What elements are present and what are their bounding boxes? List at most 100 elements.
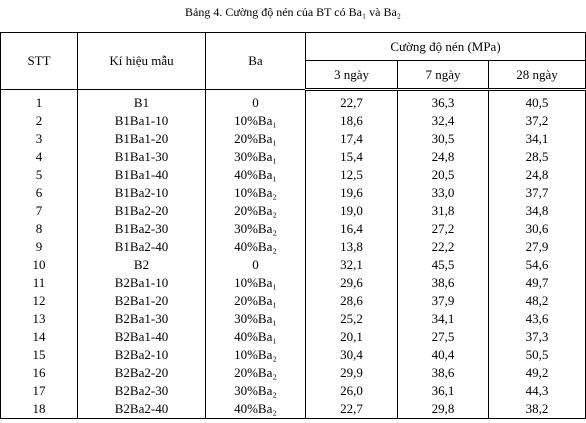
- table-cell: B1Ba1-10: [77, 112, 206, 130]
- table-cell: 30%Ba₂: [205, 382, 306, 400]
- table-row: 8 B1Ba2-30 30%Ba₂ 16,4 27,2 30,6: [0, 220, 586, 238]
- table-cell: 38,6: [397, 274, 489, 292]
- table-cell: 5: [0, 166, 78, 184]
- table-row: 6 B1Ba2-10 10%Ba₂ 19,6 33,0 37,7: [0, 184, 586, 202]
- table-cell: 40%Ba₁: [205, 328, 306, 346]
- table-cell: 36,3: [397, 89, 489, 112]
- table-cell: 20,1: [305, 328, 398, 346]
- table-cell: B1Ba2-30: [77, 220, 206, 238]
- table-cell: 45,5: [397, 256, 489, 274]
- table-row: 9 B1Ba2-40 40%Ba₂ 13,8 22,2 27,9: [0, 238, 586, 256]
- table-cell: 49,7: [487, 274, 586, 292]
- table-cell: 28,5: [487, 148, 586, 166]
- header-cell: Ba: [205, 32, 306, 90]
- table-cell: 17,4: [305, 130, 398, 148]
- table-cell: 10%Ba₂: [205, 346, 306, 364]
- table-cell: 10: [0, 256, 78, 274]
- table-row: 14 B2Ba1-40 40%Ba₁ 20,1 27,5 37,3: [0, 328, 586, 346]
- subheader-cell: 28 ngày: [487, 60, 586, 91]
- table-cell: 22,2: [397, 238, 489, 256]
- table-cell: 8: [0, 220, 78, 238]
- table-cell: 3: [0, 130, 78, 148]
- table: STT Kí hiệu mẫu Ba Cường độ nén (MPa) 3 …: [0, 32, 586, 419]
- table-cell: B1Ba1-20: [77, 130, 206, 148]
- table-cell: 34,1: [397, 310, 489, 328]
- table-cell: 20%Ba₂: [205, 364, 306, 382]
- table-cell: 29,9: [305, 364, 398, 382]
- table-cell: B1Ba2-10: [77, 184, 206, 202]
- table-cell: B1Ba1-40: [77, 166, 206, 184]
- table-cell: B2Ba1-10: [77, 274, 206, 292]
- header-row: STT Kí hiệu mẫu Ba Cường độ nén (MPa): [0, 32, 586, 90]
- table-cell: 40%Ba₂: [205, 238, 306, 256]
- table-cell: 32,1: [305, 256, 398, 274]
- table-body: 1 B1 0 22,7 36,3 40,5 2 B1Ba1-10 10%Ba₁ 18,6 32,4 3…: [0, 89, 586, 419]
- table-cell: 10%Ba₂: [205, 184, 306, 202]
- table-cell: 29,8: [397, 400, 489, 419]
- table-cell: 44,3: [487, 382, 586, 400]
- table-cell: 11: [0, 274, 78, 292]
- table-cell: 28,6: [305, 292, 398, 310]
- table-cell: 37,3: [487, 328, 586, 346]
- table-cell: B1Ba1-30: [77, 148, 206, 166]
- table-cell: 48,2: [487, 292, 586, 310]
- table-cell: 1: [0, 89, 78, 112]
- table-cell: B2Ba1-40: [77, 328, 206, 346]
- table-cell: 10%Ba₁: [205, 112, 306, 130]
- table-cell: 0: [205, 89, 306, 112]
- table-row: 10 B2 0 32,1 45,5 54,6: [0, 256, 586, 274]
- table-cell: 40,5: [487, 89, 586, 112]
- table-head: STT Kí hiệu mẫu Ba Cường độ nén (MPa) 3 …: [0, 32, 586, 91]
- table-cell: 13: [0, 310, 78, 328]
- table-row: 17 B2Ba2-30 30%Ba₂ 26,0 36,1 44,3: [0, 382, 586, 400]
- table-cell: 40,4: [397, 346, 489, 364]
- table-row: 15 B2Ba2-10 10%Ba₂ 30,4 40,4 50,5: [0, 346, 586, 364]
- table-cell: 15: [0, 346, 78, 364]
- table-cell: 27,5: [397, 328, 489, 346]
- subheader-cell: 7 ngày: [397, 60, 489, 91]
- table-cell: 30,5: [397, 130, 489, 148]
- table-row: 3 B1Ba1-20 20%Ba₁ 17,4 30,5 34,1: [0, 130, 586, 148]
- table-cell: B1: [77, 89, 206, 112]
- table-row: 11 B2Ba1-10 10%Ba₁ 29,6 38,6 49,7: [0, 274, 586, 292]
- table-cell: 27,2: [397, 220, 489, 238]
- table-cell: B2Ba1-30: [77, 310, 206, 328]
- table-cell: 20%Ba₂: [205, 202, 306, 220]
- table-cell: 33,0: [397, 184, 489, 202]
- table-cell: 40%Ba₁: [205, 166, 306, 184]
- table-cell: 30,4: [305, 346, 398, 364]
- table-cell: B2Ba2-20: [77, 364, 206, 382]
- table-cell: 36,1: [397, 382, 489, 400]
- table-cell: 30%Ba₂: [205, 220, 306, 238]
- table-cell: 50,5: [487, 346, 586, 364]
- table-cell: 34,1: [487, 130, 586, 148]
- table-cell: 12,5: [305, 166, 398, 184]
- table-cell: 20%Ba₁: [205, 130, 306, 148]
- table-caption: Bảng 4. Cường độ nén của BT có Ba₁ và Ba…: [185, 5, 401, 19]
- table-cell: 38,6: [397, 364, 489, 382]
- table-cell: 22,7: [305, 89, 398, 112]
- table-row: 18 B2Ba2-40 40%Ba₂ 22,7 29,8 38,2: [0, 400, 586, 419]
- table-row: 4 B1Ba1-30 30%Ba₁ 15,4 24,8 28,5: [0, 148, 586, 166]
- subheader-row: 3 ngày 7 ngày 28 ngày: [1, 60, 586, 91]
- subheader-cell: 3 ngày: [305, 60, 398, 91]
- table-cell: 4: [0, 148, 78, 166]
- table-cell: 40%Ba₂: [205, 400, 306, 419]
- table-cell: 20%Ba₁: [205, 292, 306, 310]
- table-cell: 37,2: [487, 112, 586, 130]
- table-cell: 14: [0, 328, 78, 346]
- table-cell: 13,8: [305, 238, 398, 256]
- table-row: 5 B1Ba1-40 40%Ba₁ 12,5 20,5 24,8: [0, 166, 586, 184]
- table-cell: 54,6: [487, 256, 586, 274]
- table-cell: 27,9: [487, 238, 586, 256]
- table-cell: 30%Ba₁: [205, 310, 306, 328]
- table-cell: 0: [205, 256, 306, 274]
- table-cell: 43,6: [487, 310, 586, 328]
- table-cell: 31,8: [397, 202, 489, 220]
- table-cell: 34,8: [487, 202, 586, 220]
- table-cell: 18: [0, 400, 78, 419]
- table-cell: 7: [0, 202, 78, 220]
- table-cell: 24,8: [487, 166, 586, 184]
- table-cell: 20,5: [397, 166, 489, 184]
